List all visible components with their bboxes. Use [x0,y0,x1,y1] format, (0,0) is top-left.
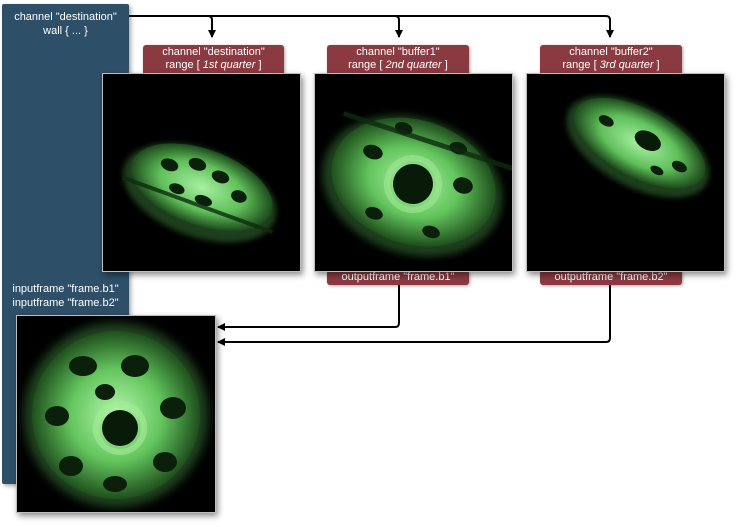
channel-name: channel "destination" [162,46,265,58]
channel-name: channel "buffer2" [569,46,653,58]
top-distribution-line [129,15,614,38]
channel-label-destination: channel "destination" range [ 1st quarte… [143,45,284,76]
render-destination-quarter1 [102,73,301,272]
output-return-lines [217,285,611,346]
range-value: 3rd quarter [599,59,654,71]
outputframe-label-b1: outputframe "frame.b1" [327,270,469,285]
channel-range: range [ 2nd quarter ] [348,59,448,71]
destination-panel-title: channel "destination" wall { ... } [2,10,129,38]
range-value: 2nd quarter [385,59,442,71]
range-value: 1st quarter [202,59,256,71]
destination-wall-spec: wall { ... } [43,25,88,37]
channel-range: range [ 3rd quarter ] [562,59,660,71]
destination-channel-name: channel "destination" [14,11,117,23]
inputframe-b2-label: inputframe "frame.b2" [12,297,119,309]
channel-name: channel "buffer1" [356,46,440,58]
channel-label-buffer2: channel "buffer2" range [ 3rd quarter ] [540,45,682,76]
render-buffer1-quarter2 [314,73,513,272]
outputframe-label-b2: outputframe "frame.b2" [540,270,682,285]
channel-range: range [ 1st quarter ] [165,59,262,71]
render-final-composite [16,315,216,513]
inputframe-b1-label: inputframe "frame.b1" [12,283,119,295]
channel-label-buffer1: channel "buffer1" range [ 2nd quarter ] [327,45,469,76]
destination-inputframes: inputframe "frame.b1" inputframe "frame.… [2,282,129,310]
render-buffer2-quarter3 [526,73,725,272]
